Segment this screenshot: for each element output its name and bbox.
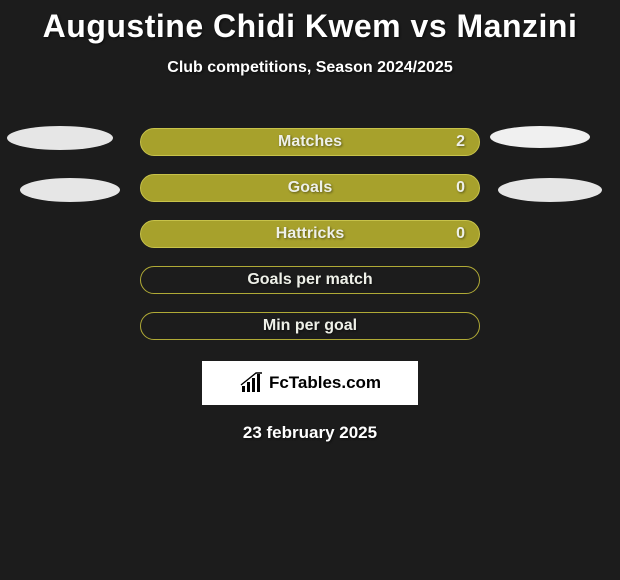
subtitle: Club competitions, Season 2024/2025 [0, 59, 620, 77]
page-title: Augustine Chidi Kwem vs Manzini [0, 0, 620, 45]
stat-label: Matches [278, 133, 342, 151]
stat-value: 0 [456, 179, 465, 197]
bar-chart-icon [239, 372, 265, 394]
date-label: 23 february 2025 [0, 423, 620, 443]
decorative-ellipse [7, 126, 113, 150]
stat-bar: Matches 2 [140, 128, 480, 156]
logo-text: FcTables.com [269, 373, 381, 393]
stat-label: Hattricks [276, 225, 344, 243]
decorative-ellipse [498, 178, 602, 202]
stat-bar: Goals per match [140, 266, 480, 294]
stat-bar: Goals 0 [140, 174, 480, 202]
decorative-ellipse [20, 178, 120, 202]
stat-row: Goals per match [0, 257, 620, 303]
stat-value: 2 [456, 133, 465, 151]
stat-row: Hattricks 0 [0, 211, 620, 257]
decorative-ellipse [490, 126, 590, 148]
stat-label: Goals [288, 179, 332, 197]
stat-bar: Hattricks 0 [140, 220, 480, 248]
logo-box: FcTables.com [202, 361, 418, 405]
stat-row: Min per goal [0, 303, 620, 349]
logo: FcTables.com [239, 372, 381, 394]
stat-rows: Matches 2 Goals 0 Hattricks 0 Goals per match M… [0, 119, 620, 349]
stat-bar: Min per goal [140, 312, 480, 340]
stat-label: Goals per match [247, 271, 372, 289]
stat-label: Min per goal [263, 317, 357, 335]
stat-value: 0 [456, 225, 465, 243]
